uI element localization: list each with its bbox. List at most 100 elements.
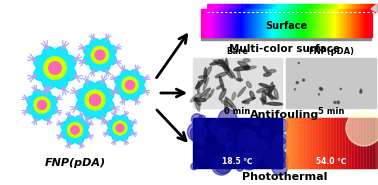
Bar	[277, 9, 279, 37]
Circle shape	[60, 134, 62, 137]
Circle shape	[360, 89, 362, 91]
Bar	[347, 4, 349, 12]
Bar	[275, 9, 277, 37]
Bar	[373, 118, 377, 168]
Circle shape	[125, 80, 135, 90]
Bar	[376, 4, 378, 12]
Bar	[328, 118, 332, 168]
Circle shape	[249, 137, 269, 157]
Circle shape	[319, 87, 322, 90]
Bar	[364, 9, 366, 37]
Bar	[374, 4, 376, 12]
Circle shape	[101, 80, 104, 83]
Ellipse shape	[221, 100, 233, 107]
Bar	[300, 9, 302, 37]
Bar	[320, 4, 322, 12]
Circle shape	[76, 91, 78, 94]
Circle shape	[318, 94, 319, 95]
Circle shape	[274, 159, 283, 168]
Bar	[326, 9, 328, 37]
Bar	[273, 9, 275, 37]
Bar	[350, 9, 352, 37]
Bar	[286, 4, 288, 12]
Circle shape	[86, 117, 89, 120]
Bar	[238, 4, 240, 12]
Polygon shape	[85, 90, 105, 110]
Circle shape	[90, 94, 101, 106]
Circle shape	[114, 139, 116, 141]
Circle shape	[83, 47, 85, 50]
Bar	[270, 9, 272, 37]
Bar	[303, 4, 305, 12]
Bar	[228, 9, 230, 37]
Bar	[280, 9, 282, 37]
Bar	[235, 4, 237, 12]
Bar	[297, 9, 299, 37]
Bar	[282, 4, 284, 12]
Bar	[265, 9, 266, 37]
Bar	[279, 4, 281, 12]
Bar	[217, 9, 218, 37]
Bar	[238, 9, 240, 37]
Ellipse shape	[195, 80, 203, 89]
Bar	[319, 118, 323, 168]
Bar	[226, 9, 228, 37]
Circle shape	[86, 80, 89, 83]
Bar	[299, 4, 301, 12]
Bar	[258, 4, 260, 12]
Bar	[304, 9, 306, 37]
Circle shape	[114, 78, 116, 80]
Bar	[237, 4, 239, 12]
Bar	[321, 9, 323, 37]
Bar	[261, 4, 263, 12]
Bar	[252, 9, 254, 37]
Bar	[232, 4, 234, 12]
Bar	[345, 9, 347, 37]
Bar	[223, 4, 225, 12]
Bar	[245, 4, 247, 12]
Bar	[201, 37, 371, 40]
Circle shape	[49, 62, 61, 74]
Ellipse shape	[215, 72, 228, 78]
Bar	[193, 118, 282, 168]
Ellipse shape	[267, 102, 282, 105]
Bar	[298, 118, 302, 168]
Bar	[193, 118, 282, 168]
Bar	[288, 4, 290, 12]
Bar	[296, 4, 298, 12]
Circle shape	[237, 164, 243, 171]
Ellipse shape	[210, 62, 219, 65]
Bar	[217, 4, 219, 12]
Bar	[230, 4, 232, 12]
Bar	[354, 9, 356, 37]
Bar	[337, 4, 339, 12]
Text: Surface: Surface	[265, 21, 307, 31]
Bar	[353, 4, 355, 12]
Bar	[367, 118, 371, 168]
Circle shape	[47, 89, 49, 92]
Bar	[275, 4, 277, 12]
Bar	[347, 9, 349, 37]
Bar	[268, 4, 270, 12]
Circle shape	[35, 89, 37, 92]
Circle shape	[56, 98, 58, 100]
Circle shape	[107, 122, 108, 124]
Circle shape	[241, 154, 257, 170]
Bar	[318, 4, 319, 12]
Bar	[276, 4, 278, 12]
Ellipse shape	[204, 68, 207, 83]
Bar	[202, 9, 204, 37]
Circle shape	[200, 139, 206, 146]
Bar	[292, 9, 294, 37]
Circle shape	[191, 114, 203, 125]
Ellipse shape	[237, 68, 241, 82]
Ellipse shape	[265, 93, 276, 99]
Text: FNP(pDA): FNP(pDA)	[45, 158, 105, 168]
Bar	[325, 118, 329, 168]
Bar	[304, 118, 308, 168]
Bar	[253, 4, 254, 12]
Bar	[225, 4, 227, 12]
Bar	[364, 4, 366, 12]
Bar	[295, 118, 299, 168]
Ellipse shape	[205, 66, 211, 77]
